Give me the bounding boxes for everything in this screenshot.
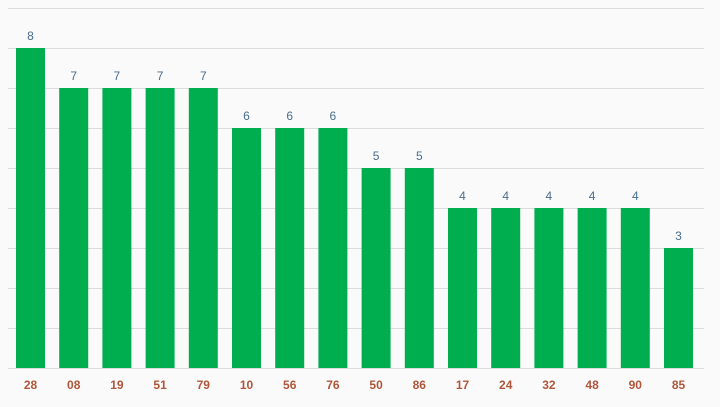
bar-50 [361, 168, 391, 368]
value-labels: 8 7 7 7 7 6 6 6 5 5 4 4 4 4 4 3 [27, 29, 682, 243]
bar-28 [16, 48, 45, 368]
x-tick-label-90: 90 [629, 378, 643, 392]
bar-56 [275, 128, 305, 368]
x-tick-label-85: 85 [672, 378, 686, 392]
x-tick-label-48: 48 [585, 378, 599, 392]
bar-32 [534, 208, 564, 368]
bar-10 [232, 128, 261, 368]
value-label-32: 4 [546, 189, 553, 203]
value-label-85: 3 [675, 229, 682, 243]
x-tick-label-10: 10 [240, 378, 254, 392]
x-tick-label-17: 17 [456, 378, 470, 392]
bar-79 [188, 88, 218, 368]
x-tick-label-56: 56 [283, 378, 297, 392]
value-label-50: 5 [373, 149, 380, 163]
value-label-19: 7 [114, 69, 121, 83]
value-label-48: 4 [589, 189, 596, 203]
bar-90 [620, 208, 650, 368]
bar-85 [664, 248, 693, 368]
value-label-51: 7 [157, 69, 164, 83]
value-label-17: 4 [459, 189, 466, 203]
value-label-79: 7 [200, 69, 207, 83]
x-tick-label-24: 24 [499, 378, 513, 392]
value-label-86: 5 [416, 149, 423, 163]
bar-51 [145, 88, 175, 368]
x-tick-label-08: 08 [67, 378, 81, 392]
bar-48 [577, 208, 607, 368]
x-tick-label-76: 76 [326, 378, 340, 392]
bar-76 [318, 128, 348, 368]
bar-24 [491, 208, 521, 368]
value-label-90: 4 [632, 189, 639, 203]
value-label-56: 6 [286, 109, 293, 123]
x-tick-label-51: 51 [153, 378, 167, 392]
value-label-08: 7 [70, 69, 77, 83]
bars [16, 48, 693, 368]
x-tick-label-79: 79 [197, 378, 211, 392]
x-tick-label-28: 28 [24, 378, 38, 392]
bar-86 [404, 168, 434, 368]
x-tick-label-86: 86 [413, 378, 427, 392]
x-tick-label-19: 19 [110, 378, 124, 392]
x-tick-label-50: 50 [369, 378, 383, 392]
bar-08 [59, 88, 89, 368]
bar-19 [102, 88, 132, 368]
x-tick-label-32: 32 [542, 378, 556, 392]
value-label-28: 8 [27, 29, 34, 43]
value-label-10: 6 [243, 109, 250, 123]
x-axis-tick-labels: 28 08 19 51 79 10 56 76 50 86 17 24 32 48 90 85 [24, 378, 686, 392]
value-label-76: 6 [330, 109, 337, 123]
value-label-24: 4 [502, 189, 509, 203]
bar-17 [448, 208, 477, 368]
